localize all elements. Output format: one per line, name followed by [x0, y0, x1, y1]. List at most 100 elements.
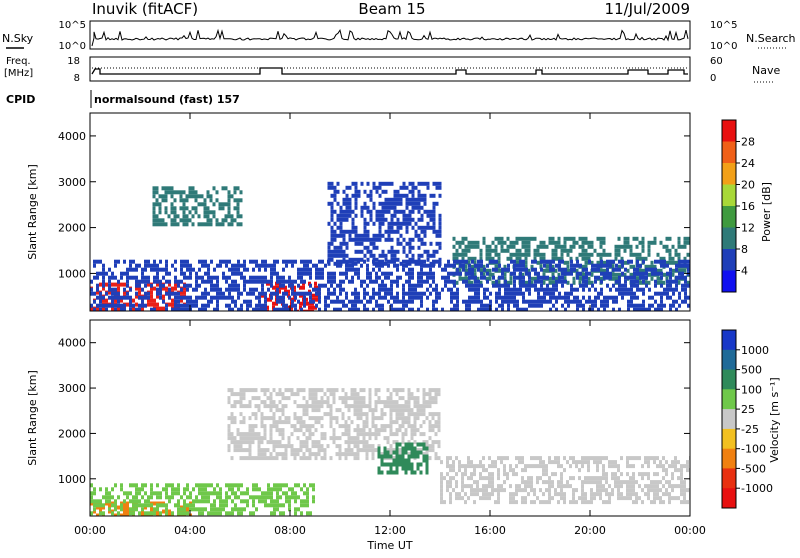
data-cell: [480, 283, 483, 288]
colorbar-frame: [721, 329, 737, 509]
data-cell: [302, 420, 306, 425]
data-cell: [491, 488, 494, 493]
data-cell: [348, 185, 352, 190]
data-cell: [333, 193, 337, 198]
data-cell: [524, 260, 528, 265]
data-cell: [327, 261, 331, 266]
data-cell: [656, 480, 659, 485]
data-cell: [336, 263, 339, 268]
data-cell: [659, 480, 662, 485]
data-cell: [323, 432, 327, 437]
data-cell: [381, 181, 385, 186]
data-cell: [500, 248, 504, 253]
data-cell: [174, 259, 177, 264]
data-cell: [369, 271, 372, 276]
colorbar-segment: [722, 389, 736, 410]
data-cell: [602, 468, 605, 473]
data-cell: [540, 275, 543, 280]
data-cell: [255, 295, 258, 300]
data-cell: [320, 416, 324, 421]
data-cell: [300, 259, 303, 264]
data-cell: [656, 496, 659, 501]
data-cell: [539, 244, 543, 249]
data-cell: [183, 507, 186, 512]
data-cell: [263, 404, 267, 409]
data-cell: [404, 462, 408, 467]
data-cell: [611, 264, 615, 269]
data-cell: [557, 272, 561, 277]
data-cell: [284, 448, 288, 453]
data-cell: [186, 511, 189, 516]
data-cell: [302, 408, 306, 413]
data-cell: [93, 291, 96, 296]
data-cell: [351, 229, 355, 234]
data-cell: [291, 299, 294, 304]
data-cell: [416, 442, 420, 447]
data-cell: [446, 472, 449, 477]
data-cell: [449, 492, 452, 497]
data-cell: [624, 283, 627, 288]
data-cell: [393, 249, 397, 254]
data-cell: [411, 193, 415, 198]
data-cell: [485, 492, 488, 497]
data-cell: [354, 225, 358, 230]
data-cell: [174, 307, 177, 311]
data-cell: [399, 261, 403, 266]
data-cell: [473, 468, 476, 473]
data-cell: [527, 476, 530, 481]
data-cell: [497, 496, 500, 501]
data-cell: [105, 282, 108, 287]
data-cell: [261, 263, 264, 268]
data-cell: [281, 428, 285, 433]
data-cell: [639, 271, 642, 276]
data-cell: [641, 472, 644, 477]
data-cell: [623, 240, 627, 245]
data-cell: [365, 456, 369, 461]
data-cell: [329, 416, 333, 421]
data-cell: [434, 392, 438, 397]
data-cell: [381, 189, 385, 194]
data-cell: [96, 287, 99, 292]
data-cell: [677, 244, 681, 249]
data-cell: [191, 194, 195, 199]
data-cell: [174, 282, 177, 287]
y-tick-label: 1000: [58, 473, 86, 486]
data-cell: [102, 511, 105, 516]
data-cell: [231, 299, 234, 304]
data-cell: [468, 263, 471, 268]
data-cell: [288, 275, 291, 280]
data-cell: [488, 476, 491, 481]
data-cell: [216, 307, 219, 311]
data-cell: [231, 271, 234, 276]
data-cell: [677, 252, 681, 257]
data-cell: [674, 456, 677, 461]
data-cell: [426, 263, 429, 268]
data-cell: [410, 450, 414, 455]
data-cell: [156, 279, 159, 284]
data-cell: [528, 271, 531, 276]
data-cell: [257, 440, 261, 445]
data-cell: [581, 240, 585, 245]
data-cell: [264, 291, 267, 296]
data-cell: [177, 503, 180, 508]
data-cell: [587, 468, 590, 473]
data-cell: [390, 259, 393, 264]
data-cell: [555, 287, 558, 292]
data-cell: [359, 404, 363, 409]
data-cell: [605, 456, 608, 461]
data-cell: [627, 303, 630, 308]
data-cell: [258, 303, 261, 308]
data-cell: [129, 263, 132, 268]
data-cell: [267, 495, 270, 500]
data-cell: [336, 299, 339, 304]
data-cell: [99, 291, 102, 296]
data-cell: [491, 484, 494, 489]
data-cell: [150, 298, 153, 303]
data-cell: [545, 264, 549, 269]
data-cell: [299, 444, 303, 449]
data-cell: [462, 259, 465, 264]
data-cell: [108, 279, 111, 284]
data-cell: [362, 428, 366, 433]
data-cell: [405, 279, 408, 284]
